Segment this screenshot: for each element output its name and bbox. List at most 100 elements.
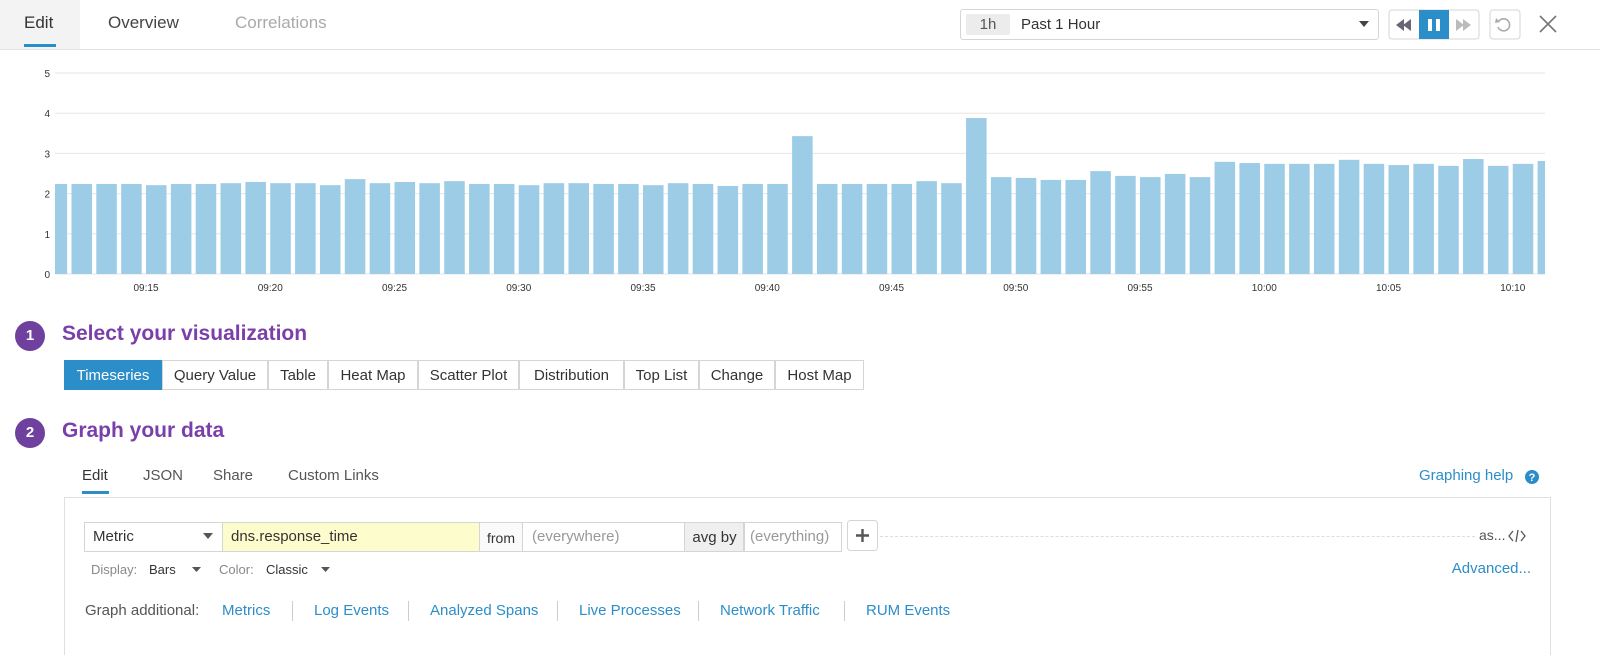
step-title: Graph your data	[62, 419, 225, 442]
x-tick-label: 09:45	[879, 283, 904, 294]
separator	[408, 601, 409, 621]
bar	[667, 183, 689, 274]
editor-tab[interactable]: Share	[213, 467, 254, 484]
editor-tab[interactable]: Custom Links	[288, 467, 379, 484]
y-tick-label: 0	[44, 270, 50, 281]
x-tick-label: 09:40	[755, 283, 780, 294]
bar	[966, 118, 987, 274]
editor-tab-underline	[82, 491, 109, 494]
editor-tab[interactable]: JSON	[143, 467, 184, 484]
advanced-link[interactable]: Advanced...	[1451, 560, 1531, 577]
viz-option[interactable]: Heat Map	[328, 360, 418, 390]
bar	[419, 183, 440, 274]
bar	[866, 183, 888, 274]
avg: (everything)	[750, 528, 830, 545]
x-tick-label: 09:35	[630, 283, 655, 294]
editor-panel	[64, 497, 1551, 655]
bar	[270, 183, 291, 274]
bar	[916, 181, 937, 274]
bar	[1512, 163, 1534, 274]
bar	[1189, 177, 1211, 274]
bar	[55, 183, 68, 274]
y-tick-label: 2	[44, 190, 50, 201]
caret	[192, 567, 201, 572]
bar	[1164, 173, 1186, 274]
bar	[841, 183, 863, 274]
code-icon[interactable]	[1507, 528, 1527, 544]
step-badge	[15, 418, 45, 448]
bar	[1040, 179, 1062, 274]
time-box[interactable]	[960, 9, 1379, 40]
bar	[319, 185, 341, 274]
controls[interactable]	[1388, 9, 1600, 41]
display[interactable]: Bars	[149, 562, 176, 577]
x-tick-label: 09:55	[1127, 283, 1152, 294]
bar	[1313, 163, 1335, 274]
x-tick-label: 09:30	[506, 283, 531, 294]
avg-field[interactable]	[743, 522, 842, 552]
bar	[1065, 179, 1086, 274]
additional-link[interactable]: Log Events	[314, 602, 390, 619]
bar	[493, 183, 515, 274]
metric-field[interactable]	[222, 522, 481, 552]
viz-option[interactable]: Distribution	[519, 360, 624, 390]
bar	[1015, 177, 1037, 274]
additional-link[interactable]: Analyzed Spans	[430, 602, 539, 619]
separator	[557, 601, 558, 621]
viz-option[interactable]: Timeseries	[64, 360, 162, 390]
viz-option[interactable]: Host Map	[775, 360, 864, 390]
top-bar	[0, 0, 1600, 50]
bar	[1115, 175, 1136, 274]
bar	[717, 185, 739, 274]
bar	[444, 181, 465, 274]
separator	[844, 601, 845, 621]
viz-option[interactable]: Table	[268, 360, 328, 390]
bar	[643, 185, 664, 274]
bar	[1413, 163, 1434, 274]
bar	[1438, 165, 1459, 274]
additional-link[interactable]: Network Traffic	[720, 602, 820, 619]
viz-option[interactable]: Change	[699, 360, 775, 390]
caret	[1359, 21, 1369, 27]
color[interactable]: Classic	[266, 562, 308, 577]
bar	[1338, 159, 1360, 274]
help-icon[interactable]: ?	[1524, 469, 1540, 485]
bar	[220, 183, 242, 274]
additional-link[interactable]: Live Processes	[579, 602, 681, 619]
bar	[990, 177, 1012, 274]
tab[interactable]: Edit	[24, 13, 54, 32]
x-tick-label: 10:10	[1500, 283, 1525, 294]
bar	[941, 183, 962, 274]
editor-tab[interactable]: Edit	[82, 467, 108, 484]
bar	[1289, 163, 1310, 274]
viz-option[interactable]: Scatter Plot	[418, 360, 519, 390]
add-button[interactable]	[847, 520, 879, 552]
viz-option[interactable]: Query Value	[162, 360, 268, 390]
bar	[742, 183, 763, 274]
bar	[1363, 163, 1385, 274]
x-tick-label: 10:00	[1252, 283, 1277, 294]
bar	[692, 183, 714, 274]
bar	[71, 183, 92, 274]
y-tick-label: 5	[44, 69, 50, 80]
time-label: Past 1 Hour	[1021, 16, 1101, 33]
tab[interactable]: Correlations	[235, 13, 327, 32]
svg-text:?: ?	[1529, 472, 1536, 484]
bar	[593, 183, 614, 274]
additional-link[interactable]: Metrics	[222, 602, 271, 619]
tab[interactable]: Overview	[108, 13, 179, 32]
bar	[891, 183, 913, 274]
bar	[792, 136, 813, 274]
source-select[interactable]	[84, 522, 224, 552]
avg-label: avg by	[684, 522, 745, 552]
additional-link[interactable]: RUM Events	[866, 602, 951, 619]
as[interactable]: as...	[1479, 527, 1506, 543]
tab-underline	[24, 44, 56, 47]
color-label: Color:	[219, 562, 254, 577]
help-link[interactable]: Graphing help	[1419, 467, 1514, 484]
active-tab-bg	[0, 0, 80, 49]
step-number: 1	[25, 327, 35, 344]
step-number: 2	[25, 424, 35, 441]
viz-option[interactable]: Top List	[624, 360, 699, 390]
